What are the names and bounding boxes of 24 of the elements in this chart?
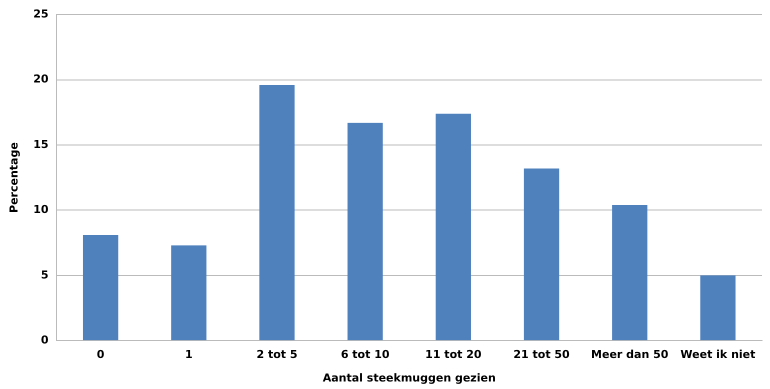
y-tick-label: 20	[33, 72, 49, 86]
x-tick-label: 1	[184, 348, 193, 362]
x-axis-title: Aantal steekmuggen gezien	[322, 371, 496, 384]
y-tick-label: 15	[33, 138, 49, 151]
x-tick-label: 21 tot 50	[513, 348, 570, 362]
y-tick-label: 10	[33, 203, 49, 216]
bar	[524, 168, 560, 340]
x-tick-label: 0	[96, 348, 105, 362]
bar	[171, 245, 206, 340]
bar	[700, 275, 736, 340]
x-tick-label: Meer dan 50	[591, 348, 669, 362]
bar	[259, 85, 295, 340]
bar	[612, 204, 648, 340]
y-tick-label: 0	[40, 333, 49, 346]
y-tick-label: 25	[33, 7, 49, 20]
x-tick-label: 6 tot 10	[340, 348, 390, 362]
bar	[436, 114, 471, 340]
bar	[348, 122, 383, 340]
bar	[82, 234, 118, 340]
x-tick-label: Weet ik niet	[680, 348, 756, 362]
x-tick-label: 2 tot 5	[256, 348, 298, 362]
x-tick-label: 11 tot 20	[425, 348, 482, 362]
y-tick-label: 5	[40, 268, 49, 282]
y-axis-title: Percentage	[7, 142, 20, 213]
